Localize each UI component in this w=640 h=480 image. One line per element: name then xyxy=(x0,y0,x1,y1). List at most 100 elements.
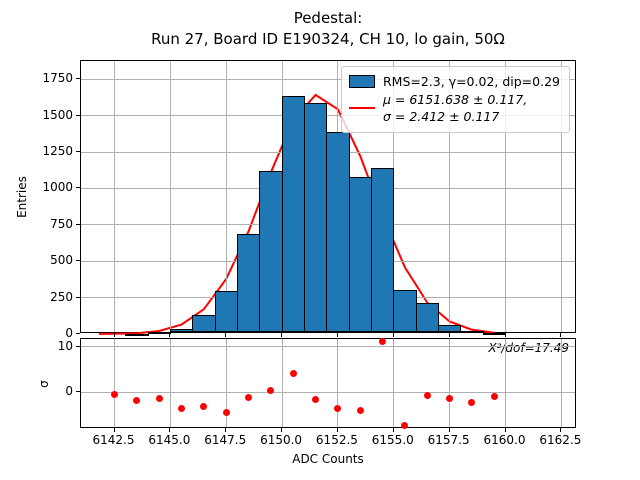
x-tick-label: 6145.0 xyxy=(148,433,191,447)
y-gridline xyxy=(81,346,575,348)
y-axis-label-sigma: σ xyxy=(37,380,51,388)
histogram-swatch xyxy=(348,75,375,88)
x-tick-label: 6160.0 xyxy=(483,433,526,447)
histogram-bar xyxy=(192,315,216,332)
y-tick-label: 250 xyxy=(50,289,73,304)
x-gridline xyxy=(449,339,451,427)
x-tick-mark xyxy=(448,333,450,337)
histogram-bar xyxy=(236,234,261,332)
histogram-bar xyxy=(460,331,484,334)
histogram-bar xyxy=(169,329,194,332)
x-gridline xyxy=(560,61,562,332)
y-gridline xyxy=(81,391,575,393)
x-tick-mark xyxy=(113,333,115,337)
fit-line-sample xyxy=(348,107,375,109)
histogram-bar xyxy=(415,303,439,332)
y-tick-label: 0 xyxy=(65,384,73,399)
histogram-bar xyxy=(482,332,506,335)
chart-title-line2: Run 27, Board ID E190324, CH 10, lo gain… xyxy=(151,30,505,48)
residual-point xyxy=(155,394,163,402)
x-gridline xyxy=(505,339,506,427)
residual-point xyxy=(267,387,275,395)
y-tick-label: 1000 xyxy=(42,180,73,195)
chart-title-line1: Pedestal: xyxy=(293,9,363,27)
residual-point xyxy=(490,392,498,400)
histogram-bar xyxy=(147,331,171,334)
x-axis-label: ADC Counts xyxy=(292,452,364,466)
y-tick-mark xyxy=(76,333,80,334)
y-axis-label-entries: Entries xyxy=(15,176,29,218)
x-tick-label: 6152.5 xyxy=(315,433,358,447)
x-tick-mark xyxy=(225,333,227,337)
y-tick-mark xyxy=(76,260,80,262)
x-gridline xyxy=(225,339,227,427)
x-gridline xyxy=(225,61,227,332)
x-tick-mark xyxy=(281,428,283,432)
x-gridline xyxy=(449,61,451,332)
histogram-bar xyxy=(281,95,305,332)
residual-point xyxy=(312,395,320,403)
chart-title: Pedestal: Run 27, Board ID E190324, CH 1… xyxy=(80,8,576,50)
legend-fit-label-line1: μ = 6151.638 ± 0.117, xyxy=(382,92,528,107)
residual-point xyxy=(222,409,230,417)
residual-point xyxy=(356,406,364,414)
y-tick-mark xyxy=(76,151,80,152)
residual-point xyxy=(133,396,141,404)
y-tick-mark xyxy=(76,223,80,225)
residual-point xyxy=(379,337,387,345)
x-gridline xyxy=(169,339,171,427)
histogram-bar xyxy=(125,333,149,336)
x-tick-mark xyxy=(169,428,171,432)
residual-point xyxy=(245,394,253,402)
histogram-bar xyxy=(370,168,395,332)
legend-entry-fit: μ = 6151.638 ± 0.117, σ = 2.412 ± 0.117 xyxy=(348,91,560,125)
histogram-bar xyxy=(348,176,372,332)
residual-point xyxy=(334,404,342,412)
y-tick-label: 500 xyxy=(50,253,73,268)
x-tick-mark xyxy=(392,333,394,337)
y-tick-mark xyxy=(76,296,80,298)
x-tick-mark xyxy=(336,428,338,432)
x-tick-mark xyxy=(281,333,283,337)
chi2-annotation: X²/dof=17.49 xyxy=(488,341,569,355)
x-tick-mark xyxy=(336,333,338,337)
legend-entry-histogram: RMS=2.3, γ=0.02, dip=0.29 xyxy=(348,73,560,90)
histogram-bar xyxy=(303,103,328,332)
legend-box: RMS=2.3, γ=0.02, dip=0.29 μ = 6151.638 ±… xyxy=(340,66,570,133)
x-tick-mark xyxy=(560,333,562,337)
y-gridline xyxy=(81,115,575,117)
histogram-bar xyxy=(259,170,283,332)
main-plot-area: RMS=2.3, γ=0.02, dip=0.29 μ = 6151.638 ±… xyxy=(80,60,576,336)
residual-point xyxy=(289,369,297,377)
residual-point xyxy=(423,391,431,399)
x-gridline xyxy=(114,61,115,332)
x-tick-label: 6157.5 xyxy=(427,433,470,447)
x-gridline xyxy=(281,339,283,427)
y-tick-label: 1500 xyxy=(42,107,73,122)
x-tick-mark xyxy=(504,428,506,432)
x-gridline xyxy=(114,339,115,427)
y-gridline xyxy=(81,78,575,80)
x-tick-label: 6147.5 xyxy=(204,433,247,447)
x-tick-label: 6155.0 xyxy=(371,433,414,447)
x-tick-mark xyxy=(225,428,227,432)
x-tick-mark xyxy=(169,333,171,337)
histogram-bar xyxy=(437,324,462,332)
x-gridline xyxy=(337,339,339,427)
residual-point xyxy=(111,390,118,398)
residual-plot-area: X²/dof=17.49 xyxy=(80,337,576,429)
y-tick-label: 1750 xyxy=(42,71,73,86)
x-tick-mark xyxy=(560,428,562,432)
x-gridline xyxy=(169,61,171,332)
y-tick-label: 0 xyxy=(65,326,73,340)
histogram-bar xyxy=(326,131,350,332)
x-gridline xyxy=(560,339,562,427)
x-gridline xyxy=(505,61,506,332)
y-tick-label: 1250 xyxy=(42,144,73,158)
y-tick-mark xyxy=(76,391,80,393)
y-tick-label: 750 xyxy=(50,216,73,231)
residual-point xyxy=(401,421,409,429)
residual-point xyxy=(178,405,186,413)
residual-point xyxy=(200,402,208,410)
